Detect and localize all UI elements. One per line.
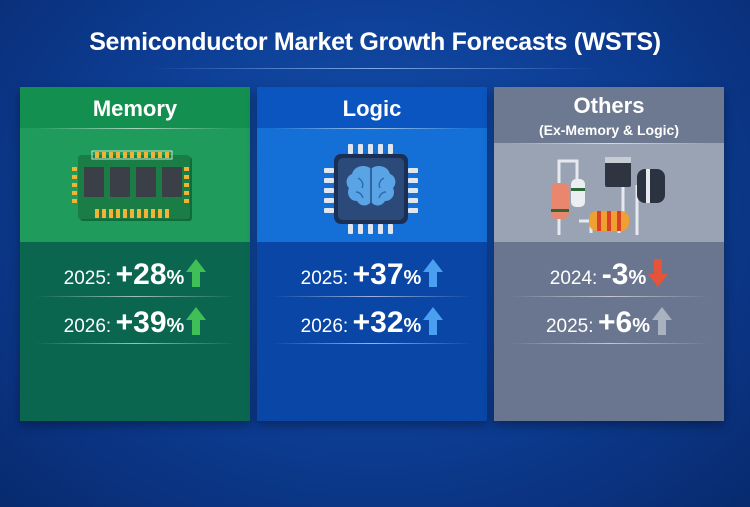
divider (35, 128, 235, 129)
year-label: 2025: (545, 316, 594, 337)
panel-title: Memory (92, 96, 178, 121)
panel-title: Logic (342, 96, 402, 121)
divider (35, 296, 235, 297)
percent-sign: % (403, 267, 422, 289)
title-divider (150, 68, 600, 69)
arrow-up-icon (423, 307, 444, 335)
panel-memory: Memory 2025: +28% 2026: +39% (20, 87, 250, 421)
percent-sign: % (628, 267, 647, 289)
stat-row: 2026: +39% (20, 306, 250, 340)
stat-row: 2025: +28% (20, 258, 250, 292)
stats-area: 2025: +28% 2026: +39% (20, 242, 250, 421)
arrow-down-icon (648, 259, 669, 287)
panel-title: Others (573, 93, 645, 118)
percent-sign: % (166, 315, 185, 337)
arrow-up-icon (186, 259, 207, 287)
percent-sign: % (632, 315, 650, 337)
divider (272, 128, 472, 129)
arrow-up-icon (186, 307, 207, 335)
brain-processor-icon (257, 139, 487, 239)
arrow-up-icon (423, 259, 444, 287)
year-label: 2025: (300, 268, 349, 289)
percent-sign: % (166, 267, 185, 289)
stat-row: 2025: +6% (494, 306, 724, 340)
divider (35, 343, 235, 344)
growth-value: +28 (115, 258, 167, 291)
page-title: Semiconductor Market Growth Forecasts (W… (89, 28, 661, 56)
year-label: 2024: (549, 268, 598, 289)
panel-subtitle: (Ex-Memory & Logic) (538, 122, 679, 138)
growth-value: +6 (597, 306, 633, 339)
year-label: 2025: (63, 268, 112, 289)
panel-header: Memory (20, 87, 250, 128)
memory-chip-icon (20, 137, 250, 237)
growth-value: +32 (352, 306, 404, 339)
growth-value: +39 (115, 306, 167, 339)
stats-area: 2024: -3% 2025: +6% (494, 242, 724, 421)
stat-row: 2024: -3% (494, 258, 724, 292)
panel-header: Others (Ex-Memory & Logic) (494, 87, 724, 143)
arrow-up-icon (652, 307, 672, 335)
divider (272, 296, 472, 297)
growth-value: +37 (352, 258, 404, 291)
panel-header: Logic (257, 87, 487, 128)
divider (509, 343, 709, 344)
year-label: 2026: (63, 316, 112, 337)
divider (509, 296, 709, 297)
growth-value: -3 (601, 258, 629, 291)
stat-row: 2025: +37% (257, 258, 487, 292)
stat-row: 2026: +32% (257, 306, 487, 340)
discrete-components-icon (494, 149, 724, 241)
panel-others: Others (Ex-Memory & Logic) 2024: -3% 2025… (494, 87, 724, 421)
year-label: 2026: (300, 316, 349, 337)
divider (509, 143, 709, 144)
divider (272, 343, 472, 344)
stats-area: 2025: +37% 2026: +32% (257, 242, 487, 421)
percent-sign: % (403, 315, 422, 337)
panel-logic: Logic 2025: +37% 2026: +32% (257, 87, 487, 421)
